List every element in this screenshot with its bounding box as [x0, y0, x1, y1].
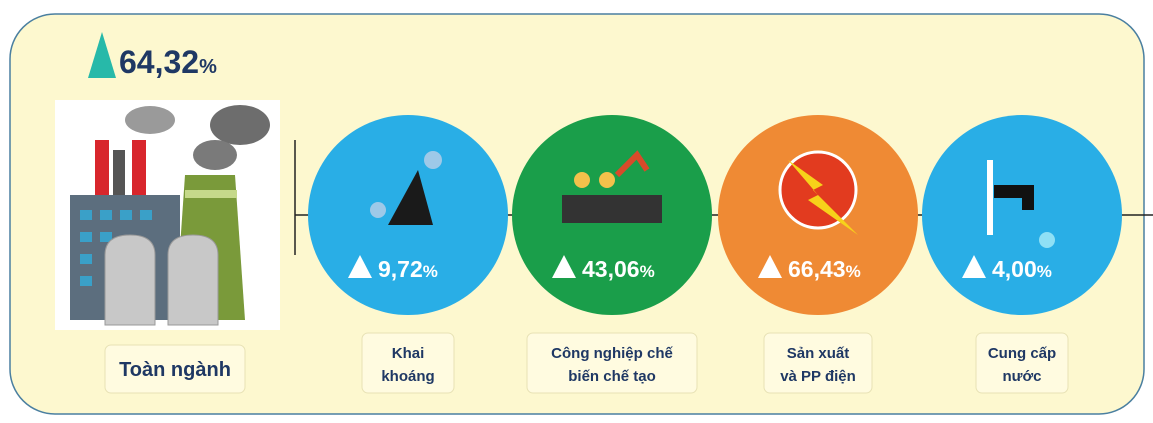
label-box [975, 332, 1069, 394]
value-unit: % [1037, 262, 1052, 281]
icon-shape [574, 172, 590, 188]
value-unit: % [640, 262, 655, 281]
sector-value: 9,72% [378, 256, 438, 282]
up-arrow [348, 255, 372, 278]
sector-label: biến chế tạo [568, 368, 656, 385]
icon-shape [1039, 232, 1055, 248]
total-value: 64,32% [119, 44, 217, 80]
label-box [526, 332, 698, 394]
sector-value: 66,43% [788, 256, 861, 282]
value-unit: % [846, 262, 861, 281]
sector-icon [562, 150, 662, 223]
icon-shape [788, 160, 858, 235]
value-number: 9,72 [378, 256, 423, 282]
sector-value: 4,00% [992, 256, 1052, 282]
label-box [763, 332, 873, 394]
total-label: Toàn ngành [119, 359, 231, 381]
label-box [361, 332, 455, 394]
up-arrow [88, 32, 116, 78]
sector-label: Sản xuất [787, 345, 850, 362]
icon-shape [987, 160, 993, 235]
sector-label: Khai [392, 345, 425, 362]
icon-shape [614, 150, 650, 178]
sector-label: nước [1002, 368, 1041, 385]
icon-shape [599, 172, 615, 188]
icon-shape [562, 195, 662, 223]
sector-label: khoáng [381, 368, 434, 385]
sector-icon [778, 150, 858, 235]
sector-circle [922, 115, 1122, 315]
sector-label: Công nghiệp chế [551, 345, 673, 362]
sector-label: và PP điện [780, 368, 856, 385]
icon-shape [994, 185, 1034, 210]
up-arrow [962, 255, 986, 278]
value-number: 66,43 [788, 256, 846, 282]
value-unit: % [423, 262, 438, 281]
up-arrow [552, 255, 576, 278]
icon-shape [370, 202, 386, 218]
label-box [104, 344, 246, 394]
up-arrow [758, 255, 782, 278]
factory-icon [55, 100, 280, 330]
value-number: 4,00 [992, 256, 1037, 282]
value-number: 43,06 [582, 256, 640, 282]
sector-label: Cung cấp [988, 345, 1056, 362]
sector-value: 43,06% [582, 256, 655, 282]
icon-shape [424, 151, 442, 169]
sector-icon [987, 160, 1055, 248]
icon-shape [388, 170, 433, 225]
sector-icon [370, 151, 442, 225]
